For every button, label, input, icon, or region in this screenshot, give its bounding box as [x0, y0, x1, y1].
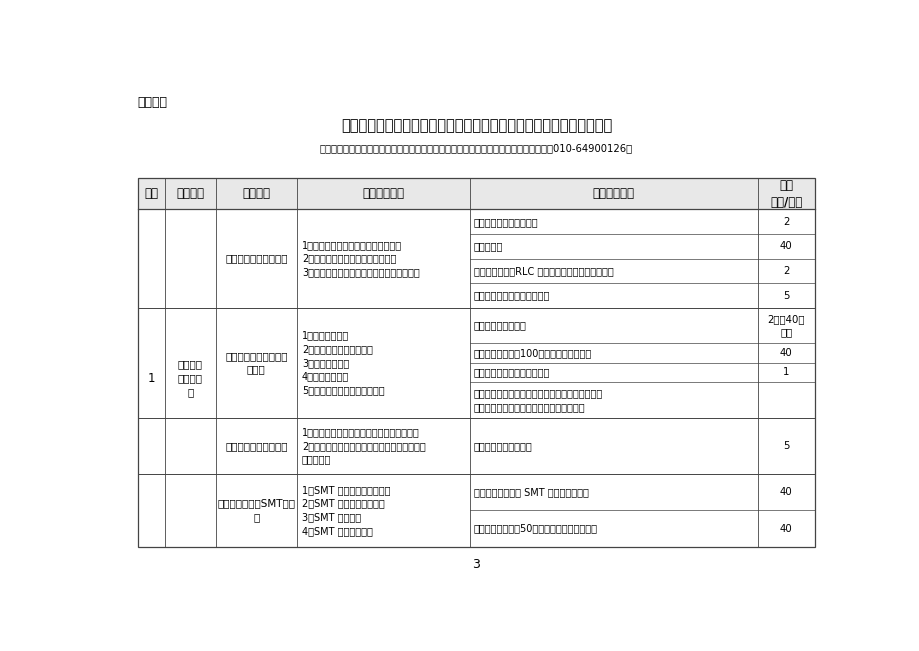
Text: 自动流水线、波峰焊设备、再流焊设备、浸焊设备
（可选，可利用教学光盘或参观生产现场）: 自动流水线、波峰焊设备、再流焊设备、浸焊设备 （可选，可利用教学光盘或参观生产现… [473, 388, 603, 411]
Text: 5: 5 [782, 290, 789, 301]
Text: 40: 40 [779, 523, 792, 534]
Text: 数量
（台/套）: 数量 （台/套） [769, 178, 801, 209]
Text: 电子工艺
与管理实
训: 电子工艺 与管理实 训 [177, 359, 202, 396]
Text: 多种电子元器件封装模板: 多种电子元器件封装模板 [473, 217, 538, 227]
Text: 1、SMT 元器件的分类与认知
2、SMT 印制板设计与制作
3、SMT 工艺流程
4、SMT 组装系统介绍: 1、SMT 元器件的分类与认知 2、SMT 印制板设计与制作 3、SMT 工艺流… [301, 485, 390, 536]
Text: 40: 40 [779, 242, 792, 251]
Text: 实训类别: 实训类别 [176, 187, 204, 201]
Text: 1、结构设计：前后机壳、机内零部件的设计
2、环境保护设计：屏蔽、电磁干扰、热设计、
振动设计等: 1、结构设计：前后机壳、机内零部件的设计 2、环境保护设计：屏蔽、电磁干扰、热设… [301, 427, 425, 464]
Text: 适合练习手工焊接 SMT 电路板的电烙铁: 适合练习手工焊接 SMT 电路板的电烙铁 [473, 487, 588, 497]
Bar [138, 178, 814, 547]
Text: 40: 40 [779, 348, 792, 358]
Text: 1、常用电子元器件的分类与封装识别
2、常用电子元器件的质量测量工艺
3、产品装配图、方框图、电路原理图等认知: 1、常用电子元器件的分类与封装识别 2、常用电子元器件的质量测量工艺 3、产品装… [301, 240, 419, 277]
Text: （教育部高等学校高职高专电子信息类专业教学指导委员会，联系人：鲍洁，联系电话：010-64900126）: （教育部高等学校高职高专电子信息类专业教学指导委员会，联系人：鲍洁，联系电话：0… [320, 143, 632, 153]
Bar [138, 178, 814, 210]
Text: 实训载体：不少于50个贴片元器件的电子产品: 实训载体：不少于50个贴片元器件的电子产品 [473, 523, 597, 534]
Text: 2: 2 [782, 266, 789, 276]
Text: 5: 5 [782, 441, 789, 451]
Text: 实训项目: 实训项目 [242, 187, 270, 201]
Text: 晶体管图示仪、RLC 电桥测试仪、集成电路测试仪: 晶体管图示仪、RLC 电桥测试仪、集成电路测试仪 [473, 266, 613, 276]
Text: 附件一：: 附件一： [138, 96, 167, 109]
Text: 2: 2 [782, 217, 789, 227]
Text: 序号: 序号 [144, 187, 158, 201]
Text: 电子产品电路板焊接工
艺实训: 电子产品电路板焊接工 艺实训 [225, 351, 288, 374]
Text: 电子产品结构设计实训: 电子产品结构设计实训 [225, 441, 288, 451]
Text: 电子产品装配生产线: 电子产品装配生产线 [473, 321, 527, 331]
Text: 主要实训内容: 主要实训内容 [362, 187, 404, 201]
Text: 2条（40工
位）: 2条（40工 位） [766, 314, 804, 337]
Text: 收音机或彩色电视机教学模板: 收音机或彩色电视机教学模板 [473, 290, 550, 301]
Text: 1、焊接工具使用
2、焊接材料的种类与选用
3、手工焊接步骤
4、焊接质量分析
5、工业生产中的焊接技术介绍: 1、焊接工具使用 2、焊接材料的种类与选用 3、手工焊接步骤 4、焊接质量分析 … [301, 331, 384, 395]
Text: 表面贴装技术（SMT）实
训: 表面贴装技术（SMT）实 训 [217, 499, 295, 522]
Text: 数字万用表: 数字万用表 [473, 242, 503, 251]
Text: 生产线焊接录像带或教学课件: 生产线焊接录像带或教学课件 [473, 367, 550, 378]
Text: 40: 40 [779, 487, 792, 497]
Text: 高等职业教育电工电子类专业实训基地实训项目与设备配置推荐性方案: 高等职业教育电工电子类专业实训基地实训项目与设备配置推荐性方案 [341, 118, 611, 133]
Text: 1: 1 [147, 372, 155, 385]
Text: 扩音机实物或教学模板: 扩音机实物或教学模板 [473, 441, 532, 451]
Text: 3: 3 [472, 558, 480, 571]
Text: 实训载体：不少于100个元器件的电子产品: 实训载体：不少于100个元器件的电子产品 [473, 348, 592, 358]
Text: 1: 1 [782, 367, 789, 378]
Text: 电子电路基本认知实训: 电子电路基本认知实训 [225, 254, 288, 264]
Text: 主要设备名称: 主要设备名称 [592, 187, 634, 201]
